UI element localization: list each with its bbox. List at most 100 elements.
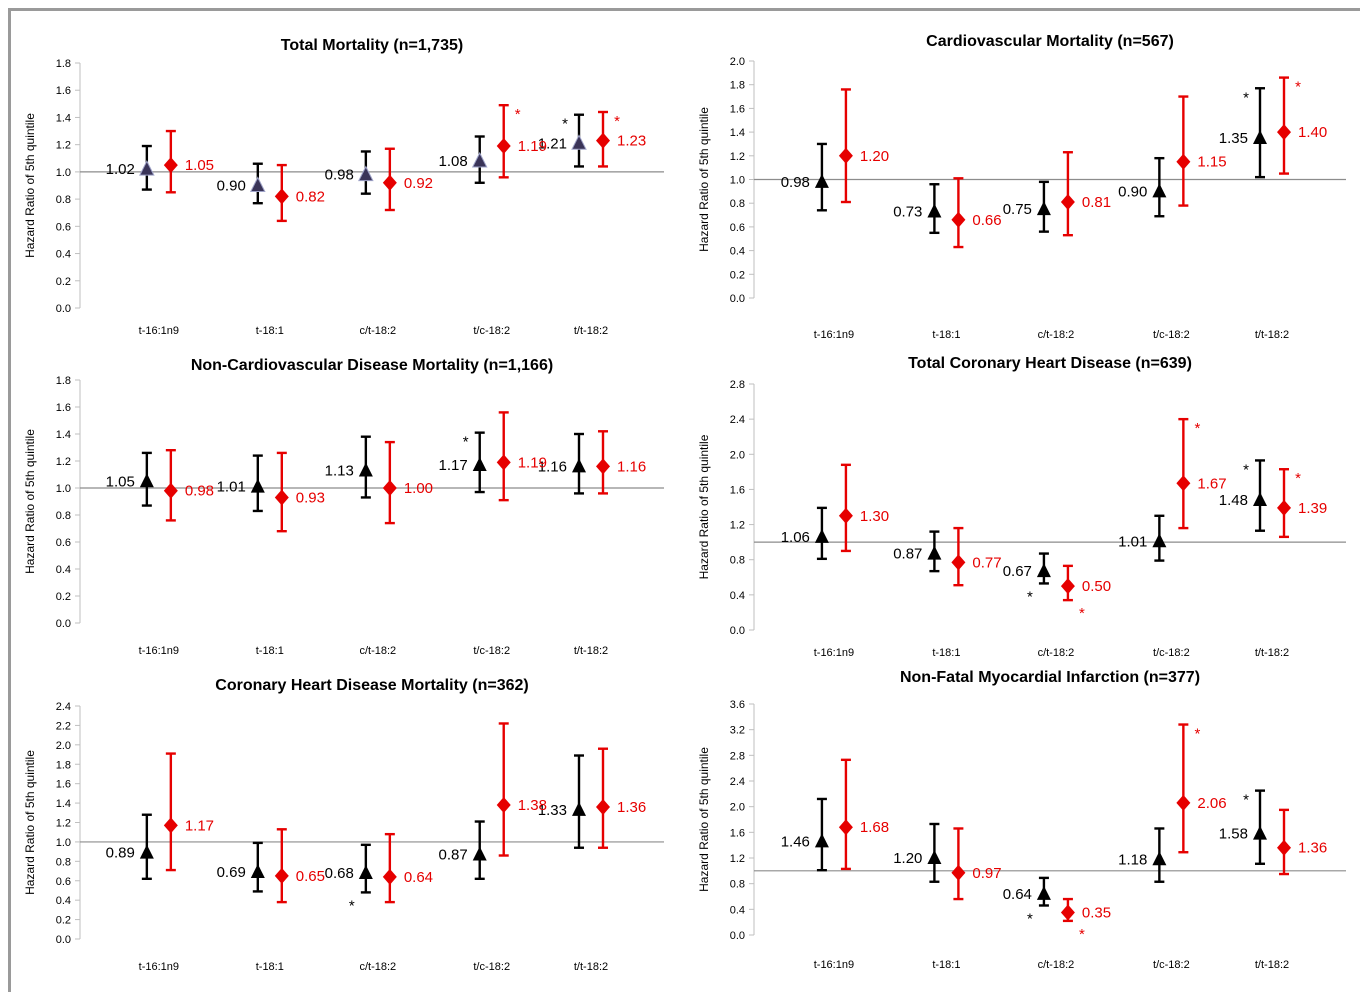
diamond-marker <box>1277 839 1291 856</box>
value-label: 0.87 <box>893 546 922 563</box>
x-category-label: t/c-18:2 <box>1153 647 1190 659</box>
value-label: 0.81 <box>1082 194 1111 211</box>
x-category-label: t-18:1 <box>932 959 960 971</box>
triangle-marker <box>472 846 487 861</box>
value-label: 1.67 <box>1197 475 1226 492</box>
x-category-label: t/t-18:2 <box>574 645 608 657</box>
triangle-marker <box>1036 885 1051 900</box>
diamond-marker <box>1277 124 1291 141</box>
chart-svg: Total Coronary Heart Disease (n=639) Haza… <box>697 355 1346 659</box>
y-tick-label: 0.0 <box>730 625 745 637</box>
chart-title: Non-Cardiovascular Disease Mortality (n=… <box>191 357 553 374</box>
diamond-marker <box>1277 499 1291 516</box>
value-label: 1.02 <box>106 161 135 178</box>
triangle-marker <box>139 160 155 176</box>
significance-star: * <box>614 113 620 130</box>
triangle-marker <box>358 462 373 477</box>
chart-panel-5: Coronary Heart Disease Mortality (n=362)… <box>12 668 676 994</box>
y-tick-label: 1.8 <box>56 759 71 771</box>
triangle-marker <box>571 134 587 150</box>
y-tick-label: 1.6 <box>56 85 71 97</box>
diamond-marker <box>951 864 966 881</box>
x-category-label: c/t-18:2 <box>359 961 396 973</box>
y-tick-label: 1.8 <box>56 58 71 70</box>
y-tick-label: 0.6 <box>56 537 71 549</box>
value-label: 1.20 <box>893 850 922 867</box>
x-category-label: t/c-18:2 <box>1153 959 1190 971</box>
value-label: 1.48 <box>1219 492 1248 509</box>
triangle-marker <box>927 203 942 218</box>
value-label: 0.98 <box>781 174 810 191</box>
value-label: 0.93 <box>296 489 325 506</box>
y-axis-label: Hazard Ratio of 5th quintile <box>23 750 37 895</box>
significance-star: * <box>463 434 469 451</box>
y-axis-label: Hazard Ratio of 5th quintile <box>23 429 37 574</box>
value-label: 0.68 <box>325 865 354 882</box>
diamond-marker <box>1176 475 1191 492</box>
diamond-marker <box>163 157 178 174</box>
chart-svg: Non-Cardiovascular Disease Mortality (n=… <box>23 357 664 657</box>
y-tick-label: 0.6 <box>730 222 745 234</box>
value-label: 0.92 <box>404 175 433 192</box>
y-tick-label: 2.0 <box>730 449 745 461</box>
x-category-label: t-16:1n9 <box>139 325 179 337</box>
value-label: 1.16 <box>617 458 646 475</box>
triangle-marker <box>250 864 265 879</box>
diamond-marker <box>1060 578 1075 595</box>
diamond-marker <box>274 867 289 884</box>
y-tick-label: 0.4 <box>730 246 745 258</box>
x-category-label: c/t-18:2 <box>1038 647 1075 659</box>
diamond-marker <box>951 554 966 571</box>
significance-star: * <box>1243 89 1249 106</box>
significance-star: * <box>1079 605 1085 622</box>
value-label: 0.82 <box>296 188 325 205</box>
y-tick-label: 0.4 <box>730 904 745 916</box>
triangle-marker <box>572 801 586 816</box>
value-label: 1.58 <box>1219 826 1248 843</box>
y-tick-label: 2.0 <box>730 802 745 814</box>
chart-panel-1: Total Mortality (n=1,735) Hazard Ratio of… <box>12 28 676 346</box>
value-label: 1.17 <box>439 457 468 474</box>
value-label: 1.19 <box>518 138 547 155</box>
value-label: 1.05 <box>106 473 135 490</box>
value-label: 0.89 <box>106 845 135 862</box>
triangle-marker <box>1152 851 1167 866</box>
value-label: 1.19 <box>518 454 547 471</box>
value-label: 1.16 <box>538 458 567 475</box>
triangle-marker <box>814 528 829 543</box>
y-tick-label: 0.8 <box>56 856 71 868</box>
diamond-marker <box>274 188 289 205</box>
x-category-label: t/t-18:2 <box>574 961 608 973</box>
diamond-marker <box>951 211 966 228</box>
y-tick-label: 0.2 <box>56 591 71 603</box>
x-category-label: t-18:1 <box>256 645 284 657</box>
value-label: 0.90 <box>1118 183 1147 200</box>
value-label: 1.21 <box>538 135 567 152</box>
triangle-marker <box>1253 130 1267 145</box>
value-label: 1.35 <box>1219 130 1248 147</box>
x-category-label: t-18:1 <box>932 647 960 659</box>
y-tick-label: 0.4 <box>56 895 71 907</box>
value-label: 1.33 <box>538 802 567 819</box>
value-label: 0.50 <box>1082 578 1111 595</box>
significance-star: * <box>1243 461 1249 478</box>
y-tick-label: 0.8 <box>730 879 745 891</box>
value-label: 1.36 <box>617 799 646 816</box>
value-label: 0.77 <box>972 554 1001 571</box>
triangle-marker <box>471 151 488 168</box>
value-label: 0.73 <box>893 203 922 220</box>
x-category-label: t/c-18:2 <box>473 325 510 337</box>
significance-star: * <box>1194 420 1200 437</box>
y-tick-label: 1.6 <box>730 484 745 496</box>
chart-svg: Non-Fatal Myocardial Infarction (n=377) H… <box>697 669 1346 971</box>
triangle-marker <box>139 473 154 488</box>
significance-star: * <box>1027 910 1033 927</box>
chart-svg: Cardiovascular Mortality (n=567) Hazard R… <box>697 33 1346 341</box>
y-tick-label: 1.8 <box>730 80 745 92</box>
x-category-label: t-18:1 <box>932 329 960 341</box>
y-tick-label: 1.6 <box>730 827 745 839</box>
chart-title: Cardiovascular Mortality (n=567) <box>926 33 1174 50</box>
significance-star: * <box>1243 792 1249 809</box>
significance-star: * <box>562 116 568 133</box>
diamond-marker <box>274 489 289 506</box>
